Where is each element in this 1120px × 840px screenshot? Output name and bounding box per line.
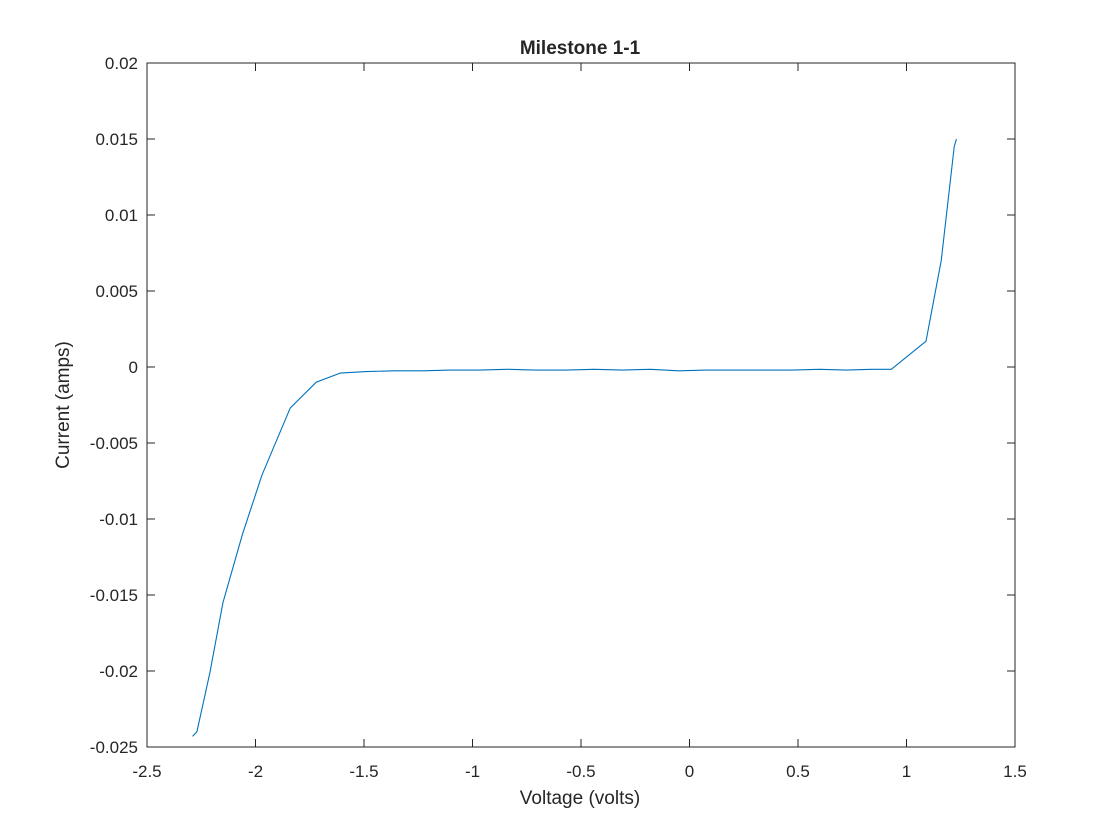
x-tick-label: 0.5 — [786, 762, 810, 781]
x-axis: -2.5 -2 -1.5 -1 -0.5 0 0.5 1 1.5 — [132, 63, 1027, 781]
y-tick-label: 0.01 — [105, 206, 138, 225]
x-tick-label: -1.5 — [349, 762, 378, 781]
y-tick-label: 0.015 — [95, 130, 138, 149]
y-tick-label: -0.025 — [90, 738, 138, 757]
x-tick-label: 0 — [685, 762, 694, 781]
series-layer — [192, 138, 957, 737]
y-axis: 0.02 0.015 0.01 0.005 0 -0.005 -0.01 -0.015 -0.0… — [90, 54, 1015, 757]
plot-area: -2.5 -2 -1.5 -1 -0.5 0 0.5 1 1.5 0.020.0150.010.… — [90, 54, 1027, 781]
y-tick-label: -0.02 — [99, 662, 138, 681]
y-tick-label: 0 — [129, 358, 138, 377]
x-tick-label: 1.5 — [1003, 762, 1027, 781]
y-tick-label: -0.015 — [90, 586, 138, 605]
x-tick-label: -2 — [248, 762, 263, 781]
y-tick-label: -0.01 — [99, 510, 138, 529]
y-tick-label: -0.005 — [90, 434, 138, 453]
y-tick-label: 0.02 — [105, 54, 138, 73]
chart-title: Milestone 1-1 — [520, 38, 641, 59]
y-axis-label: Current (amps) — [53, 341, 74, 469]
axes-box — [146, 62, 1016, 748]
x-tick-label: -2.5 — [132, 762, 161, 781]
x-tick-label: -1 — [465, 762, 480, 781]
y-tick-label: 0.005 — [95, 282, 138, 301]
series-line — [192, 138, 957, 737]
x-tick-label: -0.5 — [566, 762, 595, 781]
x-tick-label: 1 — [902, 762, 911, 781]
x-axis-label: Voltage (volts) — [520, 788, 640, 809]
